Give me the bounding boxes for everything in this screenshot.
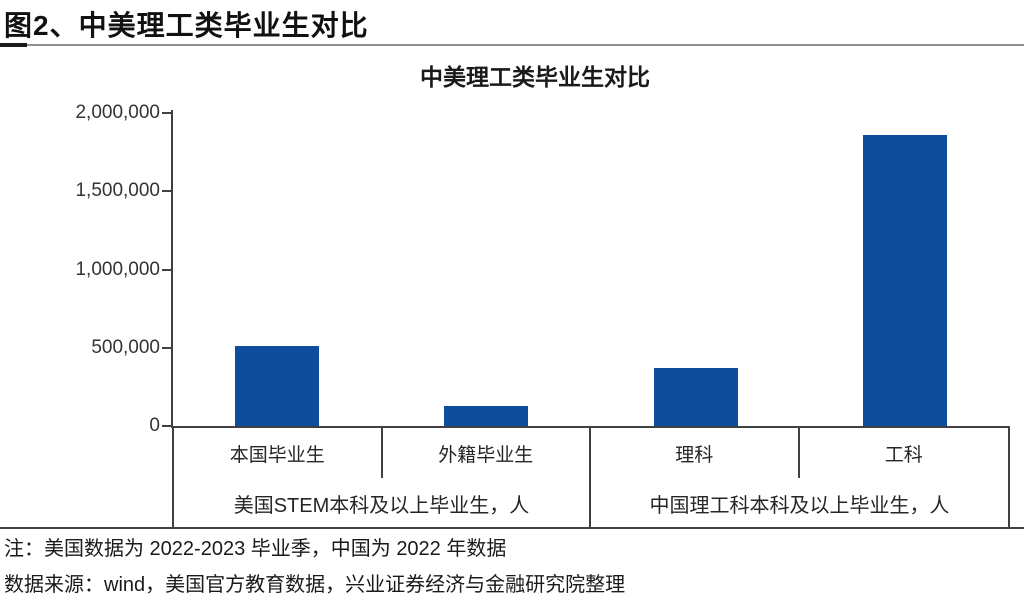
figure-bottom-rule [0,527,1024,529]
figure-header-title: 图2、中美理工类毕业生对比 [4,10,369,41]
chart-title: 中美理工类毕业生对比 [420,64,650,90]
bar-工科 [863,134,948,426]
figure-source: 数据来源：wind，美国官方教育数据，兴业证券经济与金融研究院整理 [4,574,626,596]
y-tick-mark [162,425,172,427]
y-tick-label: 0 [149,415,160,436]
y-tick-label: 2,000,000 [75,102,160,123]
header-divider-line [0,44,1024,46]
y-tick-mark [162,112,172,114]
category-axis-table: 本国毕业生 外籍毕业生 理科 工科美国STEM本科及以上毕业生，人 中国理工科本科及以上… [172,428,1010,528]
group-label: 中国理工科本科及以上毕业生，人 [649,494,950,517]
plot-area [172,113,1010,426]
category-label: 理科 [591,428,800,478]
group-label: 美国STEM本科及以上毕业生，人 [174,478,591,528]
bar-理科 [653,368,738,426]
bar-本国毕业生 [234,346,319,426]
y-tick-mark [162,346,172,349]
x-axis-line [171,426,1010,428]
y-tick-label: 1,000,000 [75,258,160,280]
category-label: 本国毕业生 [174,428,383,478]
y-tick-mark [162,268,172,271]
y-axis-line [171,110,173,428]
figure-note: 注：美国数据为 2022-2023 毕业季，中国为 2022 年数据 [4,538,507,560]
y-tick-label: 1,500,000 [75,180,160,202]
bar-外籍毕业生 [444,405,529,426]
category-label: 外籍毕业生 [383,428,591,478]
header-divider-accent [0,43,27,47]
category-label: 工科 [884,444,923,466]
y-tick-mark [162,190,172,193]
y-tick-label: 500,000 [91,336,160,358]
